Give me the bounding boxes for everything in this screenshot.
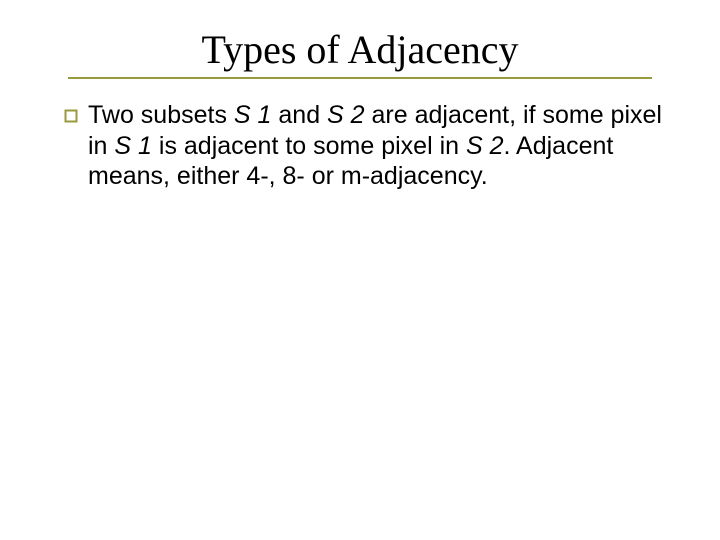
- italic-text: S 1: [234, 101, 272, 129]
- plain-text: is adjacent to some pixel in: [152, 132, 466, 160]
- bullet-item: Two subsets S 1 and S 2 are adjacent, if…: [64, 100, 664, 192]
- slide: Types of Adjacency Two subsets S 1 and S…: [0, 0, 720, 540]
- title-block: Types of Adjacency: [60, 26, 660, 79]
- plain-text: Two subsets: [88, 101, 234, 129]
- square-bullet-icon: [64, 109, 78, 123]
- italic-text: S 2: [327, 101, 365, 129]
- italic-text: S 1: [114, 132, 152, 160]
- title-underline: [68, 77, 652, 79]
- plain-text: and: [271, 101, 327, 129]
- body-paragraph: Two subsets S 1 and S 2 are adjacent, if…: [88, 100, 664, 192]
- slide-title: Types of Adjacency: [60, 26, 660, 77]
- bullet-rect: [66, 111, 77, 122]
- italic-text: S 2: [466, 132, 504, 160]
- body-block: Two subsets S 1 and S 2 are adjacent, if…: [64, 100, 664, 192]
